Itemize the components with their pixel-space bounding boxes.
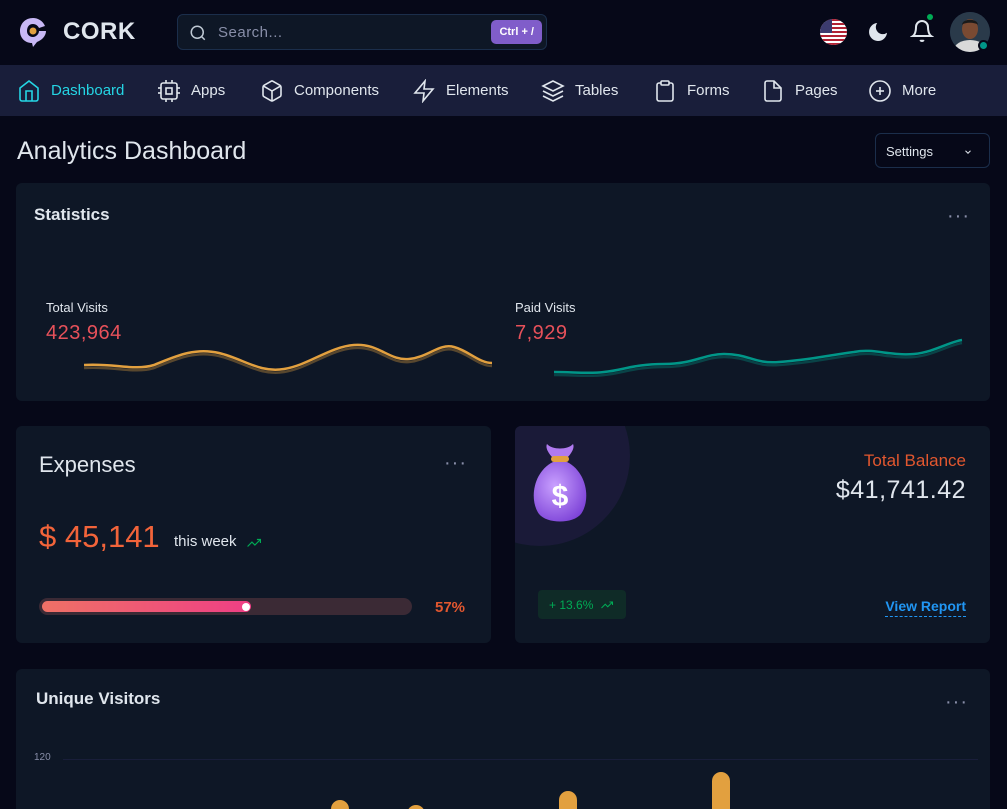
nav-item-pages[interactable]: Pages (761, 65, 838, 116)
expenses-progress-bar (39, 598, 412, 615)
nav-item-elements[interactable]: Elements (412, 65, 509, 116)
nav-label: Elements (446, 82, 509, 99)
plus-circle-icon (869, 79, 891, 102)
nav-label: Dashboard (51, 82, 125, 99)
expenses-title: Expenses (39, 452, 136, 477)
total-balance-card: $ Total Balance $41,741.42 + 13.6% View … (515, 426, 990, 643)
statistics-title: Statistics (34, 205, 110, 224)
paid-visits-value: 7,929 (515, 322, 568, 344)
paid-visits-sparkline (554, 338, 963, 378)
home-icon (19, 79, 39, 102)
view-report-link[interactable]: View Report (885, 598, 966, 617)
total-visits-value: 423,964 (46, 322, 122, 344)
settings-label: Settings (886, 144, 933, 159)
nav-item-more[interactable]: More (868, 65, 936, 116)
gridline (63, 759, 978, 760)
growth-badge: + 13.6% (538, 590, 627, 619)
expenses-amount: $ 45,141 (39, 519, 160, 554)
y-axis-tick: 120 (34, 752, 51, 763)
layers-icon (541, 79, 565, 102)
nav-label: Tables (575, 82, 619, 99)
chart-bar (407, 805, 425, 809)
cpu-icon (158, 79, 180, 102)
main-nav: Dashboard Apps Components Elements Table… (0, 65, 1007, 116)
zap-icon (413, 78, 435, 103)
brand-name[interactable]: CORK (63, 18, 136, 45)
nav-item-tables[interactable]: Tables (541, 65, 618, 116)
us-flag-icon[interactable] (820, 19, 847, 45)
box-icon (262, 79, 282, 102)
total-visits-sparkline (84, 343, 493, 374)
online-status-dot (978, 40, 989, 51)
more-options-icon[interactable]: ··· (945, 691, 968, 713)
bell-icon[interactable] (910, 19, 934, 43)
chart-bar (712, 772, 730, 809)
nav-label: Components (294, 82, 380, 99)
nav-item-dashboard[interactable]: Dashboard (17, 65, 124, 116)
settings-dropdown[interactable]: Settings (875, 133, 990, 168)
search-icon (189, 24, 207, 42)
notification-dot (927, 14, 933, 20)
trending-up-icon (601, 601, 614, 608)
total-balance-label: Total Balance (863, 451, 966, 470)
total-balance-amount: $41,741.42 (835, 476, 966, 504)
more-options-icon[interactable]: ··· (444, 452, 467, 474)
expenses-period: this week (174, 533, 237, 550)
logo-icon[interactable] (18, 16, 48, 48)
svg-text:$: $ (552, 480, 569, 513)
page-title: Analytics Dashboard (17, 137, 247, 165)
search-shortcut-badge: Ctrl + / (491, 20, 542, 44)
search-bar[interactable]: Search... Ctrl + / (177, 14, 547, 50)
money-bag-icon: $ (533, 444, 587, 522)
unique-visitors-card: Unique Visitors ··· 120 (16, 669, 990, 809)
chevron-down-icon (965, 150, 971, 154)
chart-bar (331, 800, 349, 809)
moon-icon[interactable] (866, 20, 890, 44)
nav-item-forms[interactable]: Forms (653, 65, 730, 116)
top-header: CORK Search... Ctrl + / (0, 0, 1007, 65)
nav-item-apps[interactable]: Apps (157, 65, 225, 116)
chart-bar (559, 791, 577, 809)
nav-item-components[interactable]: Components (260, 65, 379, 116)
more-options-icon[interactable]: ··· (947, 205, 970, 227)
search-input[interactable]: Search... (218, 24, 283, 41)
expenses-percent: 57% (435, 599, 466, 616)
nav-label: Forms (687, 82, 730, 99)
growth-value: + 13.6% (549, 597, 594, 612)
nav-label: Apps (191, 82, 226, 99)
file-icon (764, 79, 782, 102)
statistics-card: Statistics ··· Total Visits 423,964 Paid… (16, 183, 990, 401)
nav-label: Pages (795, 82, 838, 99)
paid-visits-label: Paid Visits (515, 300, 576, 315)
progress-knob (242, 602, 250, 611)
clipboard-icon (656, 79, 674, 102)
unique-visitors-title: Unique Visitors (36, 689, 161, 708)
trending-up-icon (247, 538, 261, 547)
total-visits-label: Total Visits (46, 300, 108, 315)
nav-label: More (902, 82, 937, 99)
expenses-card: Expenses ··· $ 45,141 this week 57% (16, 426, 491, 643)
progress-fill (42, 601, 251, 612)
